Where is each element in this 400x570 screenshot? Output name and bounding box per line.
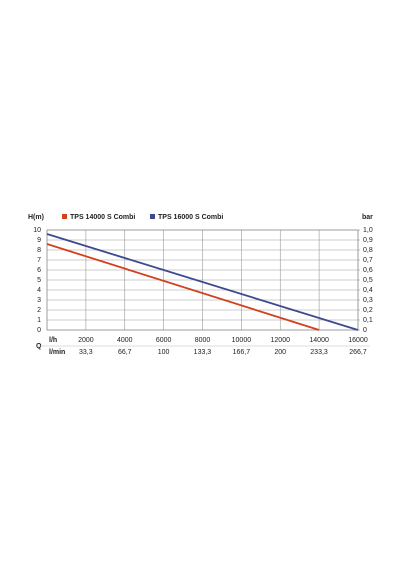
y2-tick-label: 0,7 — [363, 257, 373, 264]
x2-axis-label: l/min — [49, 349, 65, 356]
y-tick-label: 2 — [37, 307, 41, 314]
y-tick-label: 5 — [37, 277, 41, 284]
x-tick-label: 6000 — [156, 337, 172, 344]
y2-tick-label: 0,2 — [363, 307, 373, 314]
x2-tick-label: 166,7 — [233, 349, 251, 356]
x-tick-label: 16000 — [348, 337, 368, 344]
y-tick-label: 0 — [37, 327, 41, 334]
x2-tick-label: 66,7 — [118, 349, 132, 356]
y-axis-label: H(m) — [28, 214, 44, 221]
x2-tick-label: 266,7 — [349, 349, 367, 356]
x2-tick-label: 233,3 — [310, 349, 328, 356]
x-tick-label: 14000 — [309, 337, 329, 344]
x-tick-label: 2000 — [78, 337, 94, 344]
y-tick-label: 1 — [37, 317, 41, 324]
y2-tick-label: 0,3 — [363, 297, 373, 304]
y-tick-label: 10 — [33, 227, 41, 234]
x2-tick-label: 33,3 — [79, 349, 93, 356]
legend-swatch — [150, 214, 155, 219]
y-tick-label: 4 — [37, 287, 41, 294]
y-tick-label: 6 — [37, 267, 41, 274]
y-tick-label: 3 — [37, 297, 41, 304]
y2-tick-label: 0,8 — [363, 247, 373, 254]
x-tick-label: 10000 — [232, 337, 252, 344]
y-tick-label: 7 — [37, 257, 41, 264]
y2-tick-label: 0,9 — [363, 237, 373, 244]
line-series — [46, 243, 320, 331]
y-tick-label: 9 — [37, 237, 41, 244]
y2-tick-label: 0,1 — [363, 317, 373, 324]
x-axis-symbol: Q — [36, 343, 42, 350]
y2-tick-label: 0 — [363, 327, 367, 334]
x2-tick-label: 133,3 — [194, 349, 212, 356]
y2-tick-label: 0,6 — [363, 267, 373, 274]
legend-label: TPS 16000 S Combi — [158, 214, 223, 221]
y2-axis-label: bar — [362, 214, 373, 221]
y2-tick-label: 0,4 — [363, 287, 373, 294]
x-tick-label: 4000 — [117, 337, 133, 344]
y-tick-label: 8 — [37, 247, 41, 254]
x2-tick-label: 100 — [158, 349, 170, 356]
y2-tick-label: 0,5 — [363, 277, 373, 284]
x-tick-label: 12000 — [271, 337, 291, 344]
legend-swatch — [62, 214, 67, 219]
x2-tick-label: 200 — [274, 349, 286, 356]
y2-tick-label: 1,0 — [363, 227, 373, 234]
x-tick-label: 8000 — [195, 337, 211, 344]
x-axis-label: l/h — [49, 337, 57, 344]
line-series — [46, 233, 359, 331]
legend-label: TPS 14000 S Combi — [70, 214, 135, 221]
